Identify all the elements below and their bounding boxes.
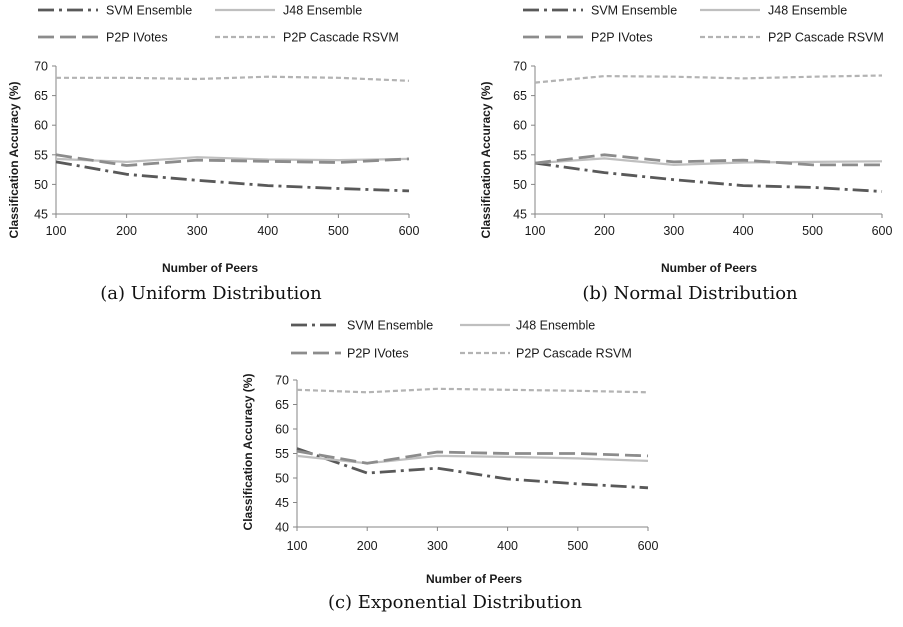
legend: SVM Ensemble J48 Ensemble P2P IVotes P2P Ca… bbox=[38, 4, 399, 45]
x-tick-label: 500 bbox=[567, 539, 588, 553]
y-axis-label: Classification Accuracy (%) bbox=[241, 374, 255, 531]
y-tick-label: 60 bbox=[275, 423, 289, 437]
y-tick-label: 70 bbox=[34, 60, 48, 74]
panel-normal-distribution: SVM Ensemble J48 Ensemble P2P IVotes P2P Ca… bbox=[479, 4, 892, 305]
legend-label-p2p-cascade-rsvm: P2P Cascade RSVM bbox=[283, 31, 399, 45]
series-line-p2p-ivotes bbox=[55, 153, 410, 167]
series-line-p2p-cascade-rsvm bbox=[534, 74, 883, 84]
y-tick-label: 55 bbox=[275, 447, 289, 461]
x-tick-label: 600 bbox=[872, 224, 893, 238]
x-tick-label: 100 bbox=[525, 224, 546, 238]
panel-uniform-distribution: SVM Ensemble J48 Ensemble P2P IVotes P2P Ca… bbox=[7, 4, 419, 305]
x-tick-label: 400 bbox=[257, 224, 278, 238]
series-line-p2p-ivotes bbox=[296, 449, 649, 465]
y-tick-label: 65 bbox=[275, 398, 289, 412]
x-tick-label: 300 bbox=[187, 224, 208, 238]
legend-label-svm-ensemble: SVM Ensemble bbox=[591, 4, 677, 18]
series-line-svm-ensemble bbox=[296, 447, 649, 490]
x-axis-label: Number of Peers bbox=[426, 572, 522, 586]
legend-label-p2p-ivotes: P2P IVotes bbox=[591, 31, 653, 45]
y-tick-label: 55 bbox=[513, 148, 527, 162]
x-tick-label: 500 bbox=[328, 224, 349, 238]
x-tick-label: 400 bbox=[733, 224, 754, 238]
y-tick-label: 60 bbox=[513, 119, 527, 133]
x-tick-label: 300 bbox=[427, 539, 448, 553]
series-line-j48-ensemble bbox=[534, 157, 883, 166]
y-tick-label: 65 bbox=[513, 89, 527, 103]
x-axis-label: Number of Peers bbox=[162, 261, 258, 275]
y-tick-label: 45 bbox=[34, 208, 48, 222]
plot-area: 45 50 55 60 65 70 100 200 300 400 500 600 bbox=[513, 60, 892, 239]
legend: SVM Ensemble J48 Ensemble P2P IVotes P2P Ca… bbox=[291, 319, 632, 361]
series-line-j48-ensemble bbox=[55, 156, 410, 163]
panel-exponential-distribution: SVM Ensemble J48 Ensemble P2P IVotes P2P Ca… bbox=[241, 319, 658, 614]
series-line-svm-ensemble bbox=[55, 160, 410, 193]
plot-area: 40 45 50 55 60 65 70 100 200 300 400 500 600 bbox=[275, 374, 658, 554]
legend-label-svm-ensemble: SVM Ensemble bbox=[106, 4, 192, 18]
plot-area: 45 50 55 60 65 70 100 200 300 400 500 600 bbox=[34, 60, 419, 239]
panel-caption: (c) Exponential Distribution bbox=[328, 592, 582, 613]
legend-label-p2p-ivotes: P2P IVotes bbox=[347, 347, 409, 361]
y-tick-label: 45 bbox=[513, 208, 527, 222]
y-tick-label: 50 bbox=[275, 472, 289, 486]
x-tick-label: 600 bbox=[399, 224, 420, 238]
y-tick-label: 55 bbox=[34, 148, 48, 162]
series-line-p2p-cascade-rsvm bbox=[56, 75, 410, 82]
panel-caption: (b) Normal Distribution bbox=[582, 283, 798, 304]
series-line-svm-ensemble bbox=[534, 161, 883, 193]
y-tick-label: 50 bbox=[34, 178, 48, 192]
y-tick-label: 50 bbox=[513, 178, 527, 192]
x-tick-label: 300 bbox=[663, 224, 684, 238]
y-tick-label: 60 bbox=[34, 119, 48, 133]
x-axis-label: Number of Peers bbox=[661, 261, 757, 275]
series-line-p2p-ivotes bbox=[534, 153, 882, 167]
x-tick-label: 400 bbox=[497, 539, 518, 553]
legend: SVM Ensemble J48 Ensemble P2P IVotes P2P Ca… bbox=[523, 4, 884, 45]
x-tick-label: 600 bbox=[638, 539, 659, 553]
x-tick-label: 200 bbox=[357, 539, 378, 553]
legend-label-p2p-cascade-rsvm: P2P Cascade RSVM bbox=[516, 347, 632, 361]
y-tick-label: 65 bbox=[34, 89, 48, 103]
legend-label-p2p-cascade-rsvm: P2P Cascade RSVM bbox=[768, 31, 884, 45]
series-line-p2p-cascade-rsvm bbox=[296, 387, 649, 394]
y-tick-label: 45 bbox=[275, 496, 289, 510]
y-tick-label: 40 bbox=[275, 521, 289, 535]
y-tick-label: 70 bbox=[275, 374, 289, 388]
x-tick-label: 100 bbox=[46, 224, 67, 238]
x-tick-label: 500 bbox=[802, 224, 823, 238]
legend-label-j48-ensemble: J48 Ensemble bbox=[283, 4, 362, 18]
legend-label-svm-ensemble: SVM Ensemble bbox=[347, 319, 433, 333]
legend-label-j48-ensemble: J48 Ensemble bbox=[516, 319, 595, 333]
legend-label-p2p-ivotes: P2P IVotes bbox=[106, 31, 168, 45]
panel-caption: (a) Uniform Distribution bbox=[100, 283, 322, 304]
x-tick-label: 200 bbox=[594, 224, 615, 238]
x-tick-label: 200 bbox=[116, 224, 137, 238]
y-tick-label: 70 bbox=[513, 60, 527, 74]
x-tick-label: 100 bbox=[287, 539, 308, 553]
y-axis-label: Classification Accuracy (%) bbox=[479, 82, 493, 239]
legend-label-j48-ensemble: J48 Ensemble bbox=[768, 4, 847, 18]
y-axis-label: Classification Accuracy (%) bbox=[7, 82, 21, 239]
